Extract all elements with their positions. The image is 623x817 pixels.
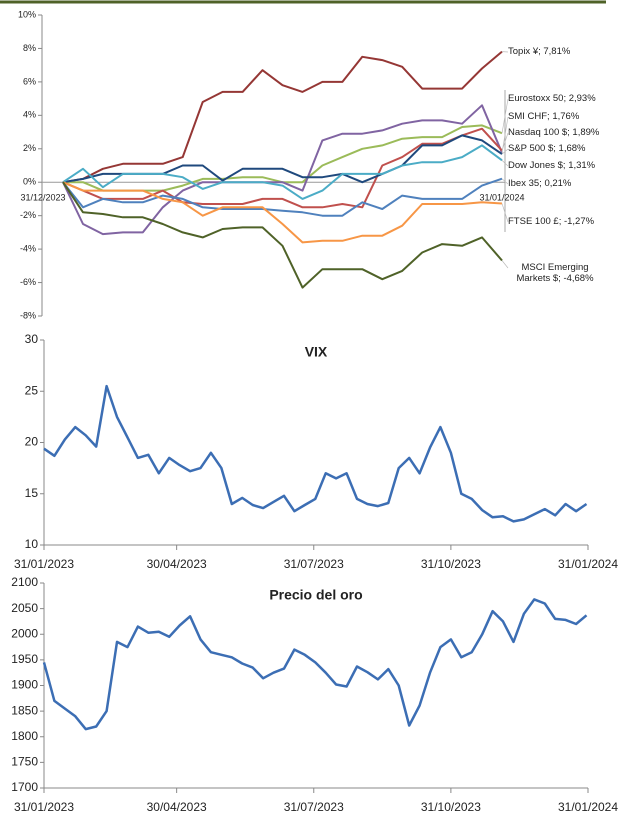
leader-line [501, 132, 509, 151]
chart-gold: 1700 1750 1800 1850 1900 1950 2000 2050 2100 31/0… [11, 575, 618, 814]
y-tick-label: 1750 [11, 755, 38, 769]
leader-line [501, 203, 509, 223]
leader-line [501, 178, 509, 185]
x-tick-label: 31/01/2024 [558, 557, 618, 571]
y-tick-label: 1900 [11, 678, 38, 692]
y-tick-label: 6% [23, 76, 36, 86]
y-tick-label: 25 [25, 383, 39, 397]
series-label-box: Ibex 35; 0,21% [508, 178, 572, 189]
series-label: MSCI Emerging Markets $; -4,68% [516, 262, 594, 284]
series-label: SMI CHF; 1,76% [508, 111, 580, 122]
series-label: S&P 500 $; 1,68% [508, 143, 586, 154]
x-tick-label: 31/07/2023 [284, 800, 344, 814]
series-label-box: Nasdaq 100 $; 1,89% [508, 127, 600, 138]
series-label: FTSE 100 £; -1,27% [508, 216, 595, 227]
y-tick-label: 20 [25, 435, 39, 449]
series-label: Nasdaq 100 $; 1,89% [508, 127, 600, 138]
y-tick-label: 2050 [11, 601, 38, 615]
y-tick-label: -4% [20, 243, 36, 253]
chart-title: Precio del oro [269, 587, 362, 603]
x-tick-label: 31/10/2023 [421, 557, 481, 571]
y-tick-label: -6% [20, 277, 36, 287]
series-line [62, 181, 503, 244]
x-tick-label: 31/01/2023 [14, 800, 74, 814]
y-tick-label: -8% [20, 310, 36, 320]
y-tick-label: 2% [23, 143, 36, 153]
y-tick-label: 10% [18, 9, 36, 19]
series-line [63, 124, 503, 192]
series-label-box: Topix ¥; 7,81% [508, 46, 571, 57]
series-label: Topix ¥; 7,81% [508, 46, 571, 57]
series-line [62, 144, 503, 200]
series-label: Eurostoxx 50; 2,93% [508, 93, 596, 104]
series-label: Dow Jones $; 1,31% [508, 160, 596, 171]
series-label-box: Dow Jones $; 1,31% [508, 160, 596, 171]
leader-line [501, 160, 509, 167]
x-tick-label: 31/07/2023 [284, 557, 344, 571]
x-tick-label: 31/01/2023 [14, 557, 74, 571]
y-tick-label: 30 [25, 332, 39, 346]
leader-line [501, 98, 509, 134]
y-tick-label: 8% [23, 43, 36, 53]
x-tick-label: 31/01/2024 [558, 800, 618, 814]
series-label-box: S&P 500 $; 1,68% [508, 143, 586, 154]
y-tick-label: 4% [23, 110, 36, 120]
y-tick-label: 1950 [11, 652, 38, 666]
chart-title: VIX [305, 344, 328, 360]
chart-returns: -8% -6% -4% -2% 0% 2% 4% 6% 8% 10% 31/12/2023 31/01… [18, 9, 600, 320]
y-tick-label: 0% [23, 177, 36, 187]
y-tick-label: 1700 [11, 780, 38, 794]
series-line [62, 50, 503, 184]
series-line [42, 598, 588, 731]
y-tick-label: -2% [20, 210, 36, 220]
x-tick-label: 31/10/2023 [421, 800, 481, 814]
y-tick-label: 2000 [11, 626, 38, 640]
series-line [62, 104, 503, 236]
chart-vix: 10 15 20 25 30 31/01/2023 30/04/2023 31/07/2023… [14, 332, 618, 571]
y-tick-label: 15 [25, 486, 39, 500]
series-label-box: SMI CHF; 1,76% [508, 111, 580, 122]
series-line [62, 181, 503, 289]
series-line [62, 127, 503, 209]
y-tick-label: 1850 [11, 703, 38, 717]
y-tick-label: 2100 [11, 575, 38, 589]
x-tick-label: 30/04/2023 [147, 800, 207, 814]
x-tick-label: 31/01/2024 [479, 193, 524, 203]
series-label-box: MSCI Emerging Markets $; -4,68% [516, 262, 594, 284]
series-label-box: FTSE 100 £; -1,27% [508, 216, 595, 227]
series-line [62, 134, 503, 184]
series-label-box: Eurostoxx 50; 2,93% [508, 93, 596, 104]
leader-line [501, 260, 509, 269]
series-label: Ibex 35; 0,21% [508, 178, 572, 189]
x-tick-label: 31/12/2023 [20, 193, 65, 203]
leader-line [501, 148, 509, 155]
series-line [62, 177, 503, 217]
x-tick-label: 30/04/2023 [147, 557, 207, 571]
y-tick-label: 1800 [11, 729, 38, 743]
series-line [43, 384, 588, 523]
y-tick-label: 10 [25, 537, 39, 551]
